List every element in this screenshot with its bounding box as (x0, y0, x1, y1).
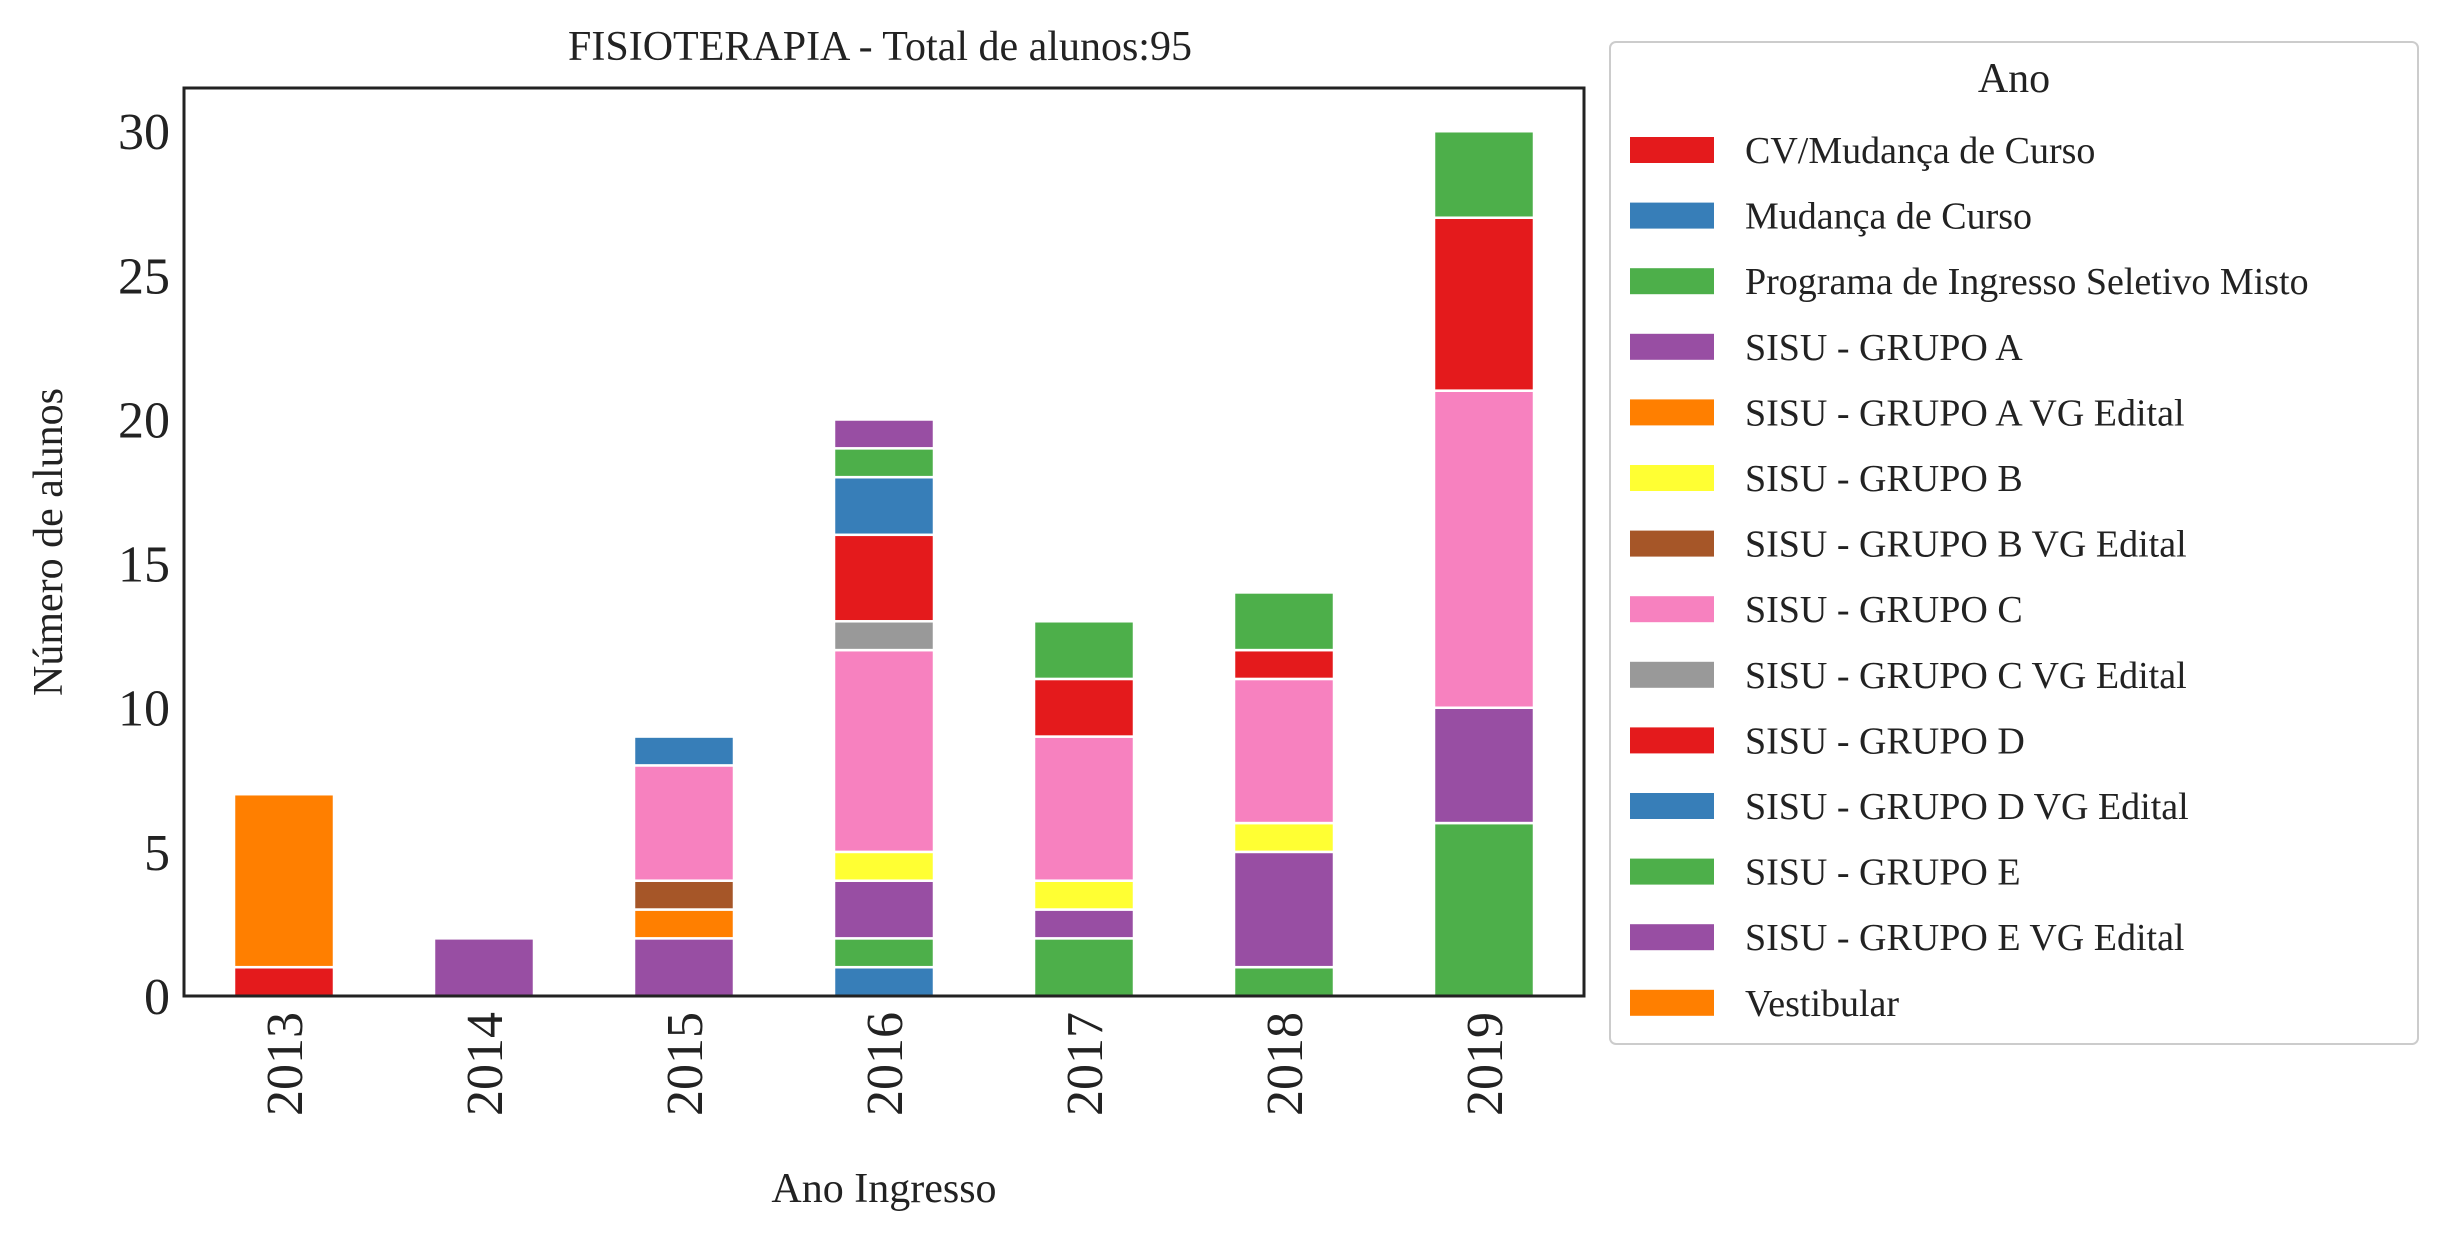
bar-segment-2017-s9 (1032, 677, 1136, 738)
legend-swatch (1630, 202, 1714, 229)
bar-segment-2017-s5 (1032, 879, 1136, 911)
y-axis-label: Número de alunos (26, 388, 72, 696)
bar-segment-2016-s8 (832, 620, 936, 652)
bar-segment-2015-s10 (632, 735, 736, 767)
legend-items: CV/Mudança de Curso Mudança de Curso Progr… (1630, 130, 2309, 1025)
bar-segment-2017-s3 (1032, 908, 1136, 940)
bar-segment-2015-s7 (632, 764, 736, 882)
legend-label: SISU - GRUPO D VG Edital (1745, 786, 2189, 828)
legend-label: SISU - GRUPO C VG Edital (1745, 655, 2187, 697)
legend-swatch (1630, 465, 1714, 491)
legend-label: CV/Mudança de Curso (1745, 130, 2095, 172)
x-tick-label: 2014 (457, 1012, 514, 1116)
legend-swatch (1630, 399, 1714, 426)
legend-swatch (1630, 596, 1714, 623)
bar-segment-2016-s1 (832, 965, 936, 998)
y-tick-label: 5 (144, 825, 170, 882)
bar-segment-2015-s4 (632, 908, 736, 940)
x-axis: 2013 2014 2015 2016 2017 2018 2019 (257, 1012, 1514, 1116)
x-tick-label: 2019 (1457, 1012, 1514, 1116)
bar-segment-2018-s7 (1232, 677, 1336, 825)
legend-swatch (1630, 924, 1714, 951)
y-tick-label: 30 (118, 104, 170, 161)
bar-segment-2016-s3 (832, 879, 936, 940)
legend-label: SISU - GRUPO D (1745, 720, 2025, 762)
legend-swatch (1630, 530, 1714, 557)
bar-segment-2016-s2 (832, 937, 936, 969)
bar-segment-2018-s9 (1232, 648, 1336, 681)
x-tick-label: 2015 (657, 1012, 714, 1116)
bar-segment-2016-s11 (832, 447, 936, 479)
bar-segment-2013-s13 (232, 792, 336, 969)
bar-segment-2013-s0 (232, 965, 336, 998)
bar-segment-2019-s11 (1432, 129, 1536, 219)
bar-segment-2015-s6 (632, 879, 736, 911)
bar-segment-2016-s9 (832, 533, 936, 623)
legend-label: SISU - GRUPO B (1745, 458, 2023, 500)
x-tick-label: 2016 (857, 1012, 914, 1116)
legend-swatch (1630, 793, 1714, 819)
y-tick-label: 10 (118, 681, 170, 738)
bar-segment-2018-s3 (1232, 850, 1336, 969)
bar-segment-2015-s3 (632, 937, 736, 998)
y-tick-label: 0 (144, 969, 170, 1026)
legend-label: SISU - GRUPO B VG Edital (1745, 524, 2187, 566)
x-tick-label: 2013 (257, 1012, 314, 1116)
bar-segment-2018-s11 (1232, 591, 1336, 652)
bar-segment-2019-s9 (1432, 216, 1536, 392)
x-tick-label: 2018 (1257, 1012, 1314, 1116)
bar-segment-2019-s3 (1432, 706, 1536, 825)
legend-swatch (1630, 727, 1714, 754)
legend-label: SISU - GRUPO A VG Edital (1745, 392, 2185, 434)
legend-title: Ano (1978, 56, 2050, 102)
legend-frame (1609, 41, 2419, 1045)
bar-segment-2019-s2 (1432, 821, 1536, 998)
legend: Ano CV/Mudança de Curso Mudança de Curso P… (1609, 41, 2419, 1045)
bar-segment-2016-s10 (832, 475, 936, 537)
bar-segment-2014-s3 (432, 937, 536, 998)
bar-segment-2017-s11 (1032, 620, 1136, 681)
bar-segment-2016-s5 (832, 850, 936, 882)
bar-segment-2016-s7 (832, 648, 936, 854)
bar-segment-2016-s12 (832, 418, 936, 450)
legend-swatch (1630, 137, 1714, 163)
legend-swatch (1630, 858, 1714, 885)
bar-segment-2017-s2 (1032, 937, 1136, 998)
legend-label: SISU - GRUPO A (1745, 327, 2023, 369)
legend-label: Vestibular (1745, 983, 1899, 1025)
bar-segment-2019-s7 (1432, 389, 1536, 709)
legend-swatch (1630, 661, 1714, 688)
plot-frame (182, 86, 1586, 998)
legend-swatch (1630, 333, 1714, 360)
y-tick-label: 25 (118, 248, 170, 305)
y-tick-label: 20 (118, 392, 170, 449)
legend-swatch (1630, 989, 1714, 1016)
x-tick-label: 2017 (1057, 1012, 1114, 1116)
x-axis-label: Ano Ingresso (771, 1166, 996, 1212)
y-tick-label: 15 (118, 537, 170, 594)
legend-label: Programa de Ingresso Seletivo Misto (1745, 261, 2309, 303)
bar-segment-2018-s5 (1232, 821, 1336, 854)
bar-segment-2018-s2 (1232, 965, 1336, 998)
legend-label: SISU - GRUPO C (1745, 589, 2023, 631)
bars-layer (232, 129, 1536, 998)
legend-label: Mudança de Curso (1745, 196, 2032, 238)
y-axis: 0 5 10 15 20 25 30 (118, 104, 170, 1026)
legend-swatch (1630, 268, 1714, 295)
bar-segment-2017-s7 (1032, 735, 1136, 882)
chart-title: FISIOTERAPIA - Total de alunos:95 (568, 24, 1192, 70)
legend-label: SISU - GRUPO E VG Edital (1745, 917, 2185, 959)
legend-label: SISU - GRUPO E (1745, 852, 2021, 894)
